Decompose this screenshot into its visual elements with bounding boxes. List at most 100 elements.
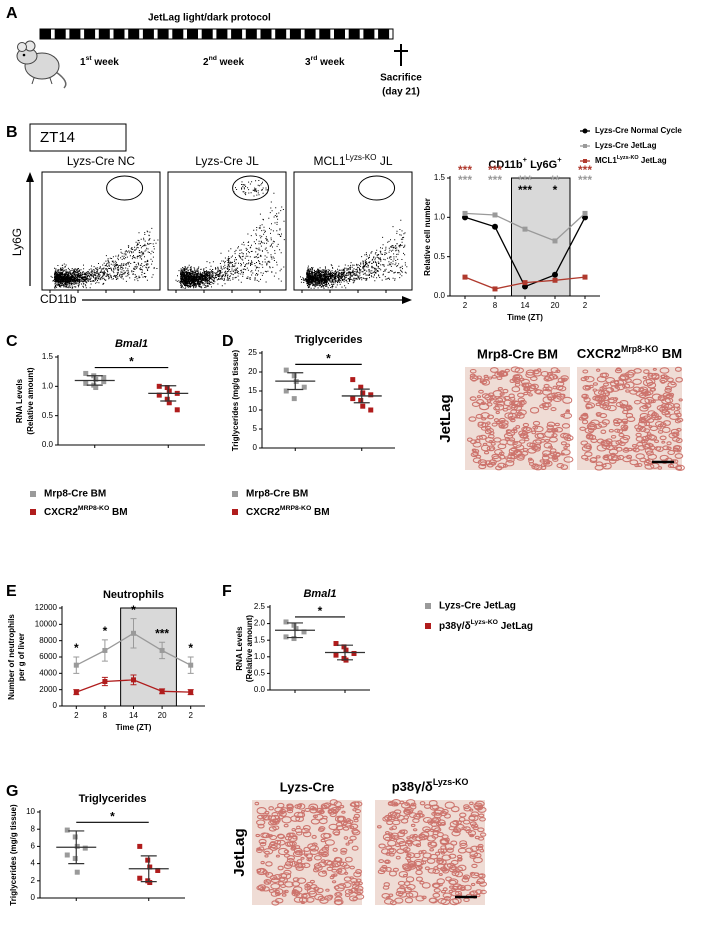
data-point bbox=[293, 626, 299, 632]
panel-label: G bbox=[6, 783, 18, 800]
data-point bbox=[101, 375, 107, 381]
y-tick-label: 8000 bbox=[39, 636, 57, 645]
data-point bbox=[283, 388, 289, 394]
y-tick-label: 1.0 bbox=[42, 381, 54, 390]
x-tick-label: 2 bbox=[463, 301, 468, 310]
data-point bbox=[137, 875, 143, 881]
data-point bbox=[64, 827, 70, 833]
dark-phase bbox=[113, 29, 125, 39]
data-point bbox=[283, 367, 289, 373]
data-point bbox=[131, 630, 136, 636]
data-point bbox=[131, 677, 136, 683]
dark-phase bbox=[98, 29, 110, 39]
dark-phase bbox=[216, 29, 228, 39]
legend-label-part: MRP8-KO bbox=[280, 505, 311, 512]
legend-label-part: CXCR2 bbox=[44, 507, 78, 518]
y-tick-label: 1.5 bbox=[254, 635, 266, 644]
data-point bbox=[101, 379, 107, 385]
chart-title: Neutrophils bbox=[103, 589, 164, 601]
data-point bbox=[291, 396, 297, 402]
flow-gate bbox=[358, 175, 396, 201]
panel-label: D bbox=[222, 333, 234, 350]
data-point bbox=[83, 380, 89, 386]
histology-title-part: p38γ/δ bbox=[392, 779, 433, 794]
data-point bbox=[522, 280, 528, 286]
y-tick-label: 10000 bbox=[35, 619, 58, 628]
y-tick-label: 0.0 bbox=[42, 440, 54, 449]
panel-label: F bbox=[222, 583, 232, 600]
legend-label-part: p38γ/δ bbox=[439, 621, 471, 632]
mouse-ear bbox=[17, 42, 27, 52]
histology-title: Lyzs-Cre bbox=[280, 779, 334, 794]
y-axis-label: Relative cell number bbox=[423, 198, 432, 276]
legend-label-part: JetLag bbox=[498, 621, 533, 632]
week-label-part: week bbox=[92, 57, 120, 68]
chart-title-part: + bbox=[523, 155, 528, 164]
data-point bbox=[73, 689, 79, 695]
y-tick-label: 0.0 bbox=[254, 685, 266, 694]
dark-phase bbox=[69, 29, 81, 39]
data-point bbox=[350, 396, 356, 402]
dark-period bbox=[120, 607, 177, 707]
y-tick-label: 25 bbox=[248, 348, 257, 357]
data-point bbox=[462, 210, 468, 216]
data-point bbox=[147, 880, 153, 886]
legend-marker bbox=[425, 603, 431, 609]
week-label: 1st week bbox=[80, 55, 119, 67]
y-tick-label: 6000 bbox=[39, 652, 57, 661]
dark-phase bbox=[334, 29, 345, 39]
y-tick-label: 2.5 bbox=[254, 602, 266, 611]
data-point bbox=[74, 869, 80, 875]
significance: * bbox=[553, 183, 558, 197]
legend-marker bbox=[232, 509, 238, 515]
dark-phase bbox=[84, 29, 96, 39]
data-point bbox=[492, 223, 498, 230]
significance: *** bbox=[458, 173, 472, 187]
dark-phase bbox=[54, 29, 66, 39]
data-point bbox=[102, 647, 108, 653]
sd-bar bbox=[337, 644, 353, 661]
legend-label: Lyzs-Cre JetLag bbox=[595, 141, 657, 150]
data-point bbox=[360, 403, 366, 409]
data-point bbox=[552, 238, 558, 244]
dark-phase bbox=[319, 29, 331, 39]
significance: * bbox=[318, 604, 323, 618]
flow-x-label: CD11b bbox=[40, 292, 77, 306]
dark-phase bbox=[128, 29, 140, 39]
legend-label-part: JetLag bbox=[639, 156, 667, 165]
significance: *** bbox=[458, 163, 472, 177]
panel-label: A bbox=[6, 5, 18, 22]
week-label-part: 2 bbox=[203, 57, 209, 68]
y-tick-label: 0.5 bbox=[254, 669, 266, 678]
significance: *** bbox=[488, 163, 502, 177]
dark-phase bbox=[201, 29, 213, 39]
dark-phase bbox=[40, 29, 51, 39]
y-tick-label: 0 bbox=[253, 443, 258, 452]
y-axis-label: RNA Levels bbox=[15, 378, 24, 423]
y-tick-label: 0 bbox=[31, 893, 36, 902]
flow-title-part: JL bbox=[376, 154, 392, 168]
week-label-part: week bbox=[317, 57, 345, 68]
legend-label-part: BM bbox=[109, 507, 127, 518]
legend-label: MCL1Lyzs-KO JetLag bbox=[595, 155, 667, 165]
dark-phase bbox=[260, 29, 272, 39]
y-tick-label: 10 bbox=[26, 807, 35, 816]
y-tick-label: 0.0 bbox=[434, 291, 446, 300]
histology-row-label: JetLag bbox=[437, 394, 454, 442]
data-point bbox=[301, 384, 307, 390]
data-point bbox=[283, 634, 289, 640]
data-point bbox=[159, 647, 165, 653]
legend-marker bbox=[582, 128, 588, 134]
panel-label: B bbox=[6, 124, 18, 141]
histology-title: Mrp8-Cre BM bbox=[477, 346, 558, 361]
y-tick-label: 2 bbox=[31, 876, 36, 885]
significance: *** bbox=[578, 163, 592, 177]
data-point bbox=[492, 212, 498, 218]
data-point bbox=[137, 843, 143, 849]
data-point bbox=[351, 650, 357, 656]
x-tick-label: 20 bbox=[551, 301, 560, 310]
panel-label: E bbox=[6, 583, 17, 600]
y-tick-label: 6 bbox=[31, 842, 36, 851]
